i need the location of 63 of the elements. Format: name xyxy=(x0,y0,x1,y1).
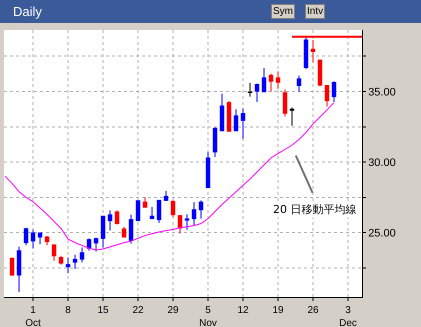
candlestick xyxy=(198,200,204,220)
candlestick xyxy=(142,196,148,208)
candlestick xyxy=(324,85,330,108)
candlestick xyxy=(24,227,28,246)
candlestick xyxy=(310,40,316,63)
candlestick xyxy=(290,107,294,126)
candlestick xyxy=(100,216,106,248)
candlestick xyxy=(262,68,266,92)
candlestick xyxy=(240,108,246,140)
candlestick xyxy=(234,108,238,132)
candlestick xyxy=(80,247,84,263)
candlestick xyxy=(128,214,134,244)
candlestick xyxy=(114,210,120,226)
candlestick xyxy=(58,255,64,266)
candlestick xyxy=(332,80,336,103)
candlestick xyxy=(10,256,14,276)
candlestick xyxy=(254,83,260,103)
candlestick xyxy=(16,246,22,293)
y-tick-label: 25.00 xyxy=(368,228,396,240)
candlestick xyxy=(136,200,140,222)
candlestick xyxy=(220,93,224,132)
candlestick xyxy=(212,126,218,158)
x-tick-label: 26 xyxy=(307,305,320,316)
x-tick-label: 1 Oct xyxy=(25,305,42,327)
candlestick xyxy=(282,88,288,117)
annotation: 20 日移動平均線 xyxy=(273,203,356,216)
candlestick xyxy=(318,60,322,87)
candlestick xyxy=(150,206,154,220)
candlestick xyxy=(268,73,274,92)
candlestick xyxy=(30,229,36,249)
line-series xyxy=(4,102,334,250)
candlestick xyxy=(38,232,42,245)
candlestick xyxy=(108,210,112,231)
candlestick xyxy=(52,244,56,262)
x-tick-label: 8 xyxy=(65,305,72,316)
candlestick xyxy=(184,214,190,230)
x-tick-label: 22 xyxy=(132,305,144,316)
candlestick xyxy=(86,238,92,252)
candlestick xyxy=(206,152,210,188)
text: Intv xyxy=(307,6,324,17)
y-tick-label: 30.00 xyxy=(368,156,396,169)
candlestick xyxy=(164,190,168,201)
candlestick xyxy=(94,237,98,252)
x-tick-label: 29 xyxy=(167,305,180,316)
y-tick-label: 35.00 xyxy=(368,86,396,98)
chart-title: Daily xyxy=(13,4,42,19)
candlestick xyxy=(296,75,302,92)
candlestick xyxy=(72,254,78,270)
candlestick xyxy=(122,226,126,238)
x-tick-label: 3 Dec xyxy=(339,305,357,327)
candlestick xyxy=(248,82,252,98)
x-tick-label: 15 xyxy=(97,305,110,316)
x-tick-label: 5 Nov xyxy=(199,305,217,327)
candlestick xyxy=(304,36,308,70)
candlestick xyxy=(192,202,196,226)
x-tick-label: 19 xyxy=(272,305,284,316)
text: Sym xyxy=(273,6,293,17)
candlestick xyxy=(66,256,70,274)
x-tick-label: 12 xyxy=(237,305,250,316)
candlestick xyxy=(226,100,232,132)
candlestick xyxy=(44,235,50,246)
candlestick xyxy=(156,200,162,224)
candlestick xyxy=(276,70,280,90)
